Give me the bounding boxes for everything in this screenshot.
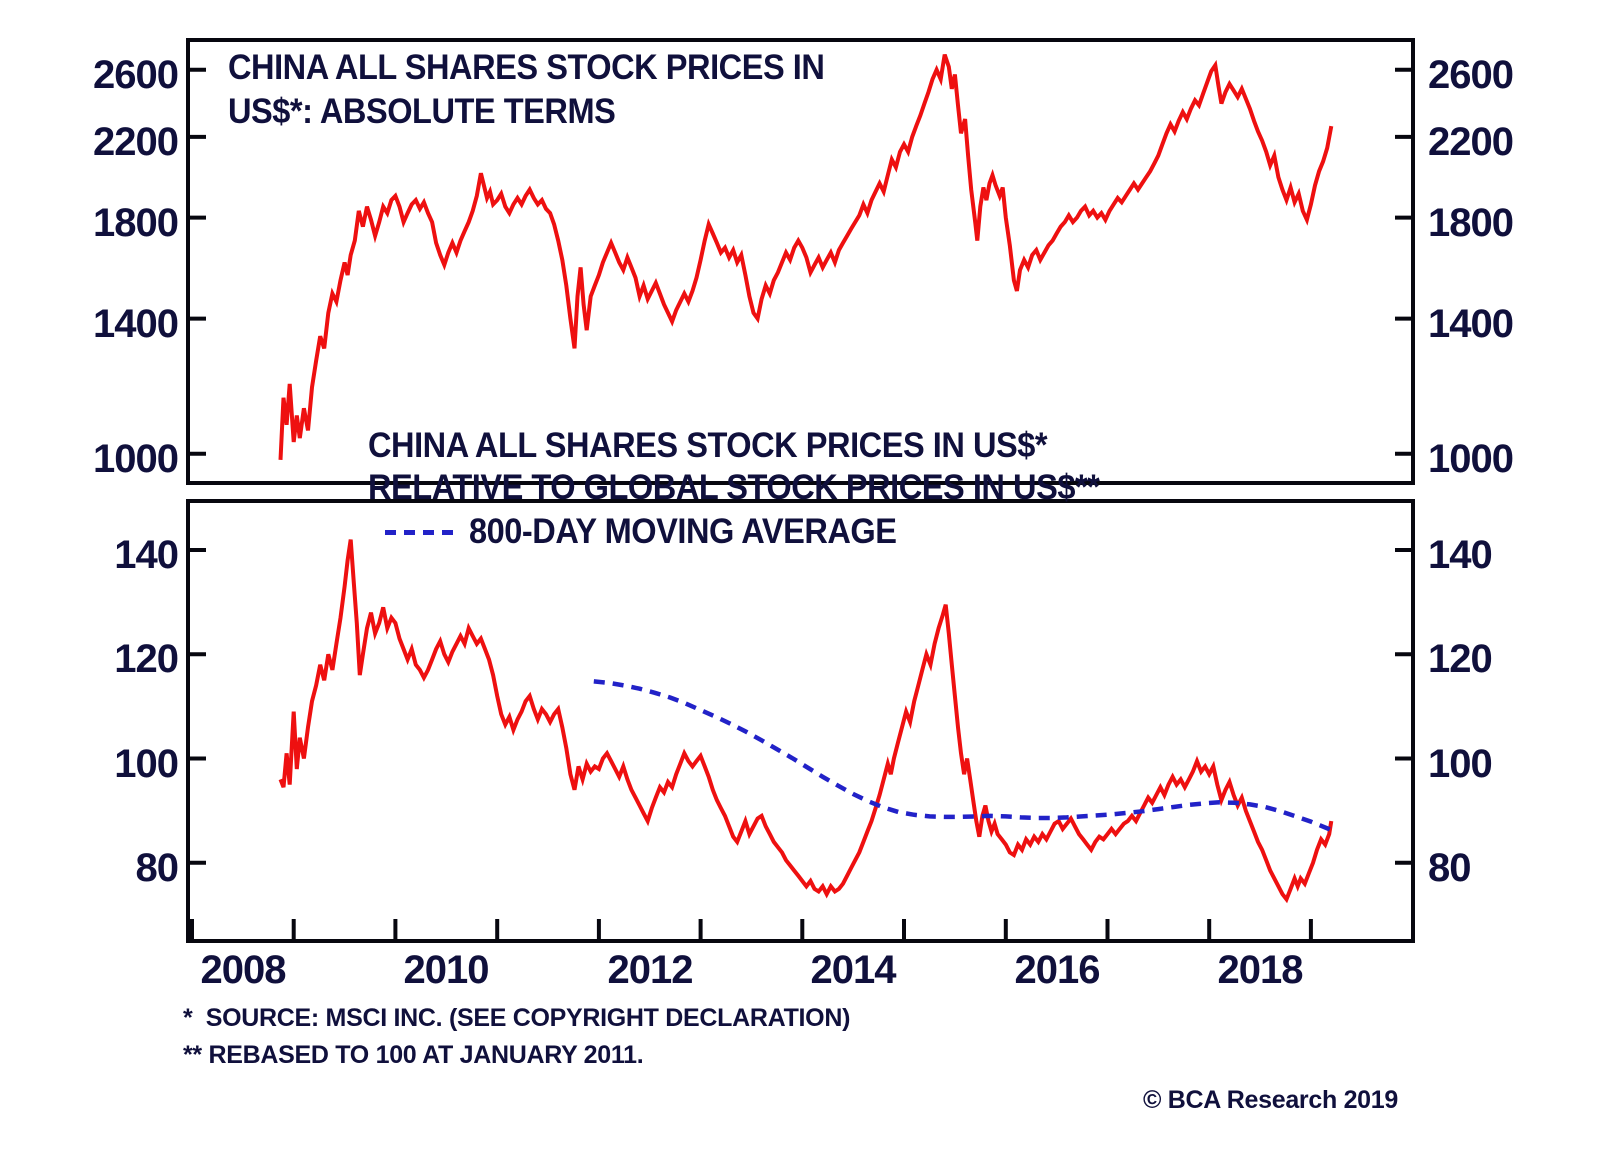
- series-china-relative-to-global: [278, 539, 1334, 904]
- bottom-panel-title-line2-text: RELATIVE TO GLOBAL STOCK PRICES IN US$**: [368, 468, 1100, 507]
- x-axis-year-label: 2014: [810, 948, 897, 992]
- series-800-day-moving-average: [593, 679, 1333, 833]
- top-panel-title-line2: US$*: ABSOLUTE TERMS: [228, 94, 645, 129]
- copyright-notice: © BCA Research 2019: [1143, 1086, 1398, 1114]
- y-axis-label-bottom-right: 80: [1428, 846, 1471, 890]
- y-axis-label-bottom-right: 140: [1428, 533, 1493, 577]
- bottom-panel-title-line1: CHINA ALL SHARES STOCK PRICES IN US$*: [368, 428, 1098, 463]
- y-axis-label-top-left: 1800: [93, 201, 179, 245]
- y-axis-label-bottom-left: 80: [135, 846, 180, 890]
- top-panel-title-line1: CHINA ALL SHARES STOCK PRICES IN: [228, 50, 869, 85]
- bottom-panel-title-line2: RELATIVE TO GLOBAL STOCK PRICES IN US$**: [368, 470, 1154, 505]
- top-panel-title-line1-text: CHINA ALL SHARES STOCK PRICES IN: [228, 48, 825, 87]
- x-axis-year-label: 2016: [1014, 948, 1101, 992]
- footnote-rebased: ** REBASED TO 100 AT JANUARY 2011.: [183, 1041, 644, 1069]
- y-axis-label-top-right: 1400: [1428, 302, 1514, 346]
- y-axis-label-bottom-right: 100: [1428, 742, 1493, 786]
- y-axis-label-bottom-right: 120: [1428, 637, 1493, 681]
- y-axis-label-top-left: 2200: [93, 120, 179, 164]
- y-axis-label-bottom-left: 140: [114, 533, 179, 577]
- top-panel-title-line2-text: US$*: ABSOLUTE TERMS: [228, 92, 616, 131]
- legend-label: 800-DAY MOVING AVERAGE: [469, 512, 897, 551]
- y-axis-label-top-right: 2200: [1428, 120, 1514, 164]
- y-axis-label-top-right: 1800: [1428, 201, 1514, 245]
- footnote-source: * SOURCE: MSCI INC. (SEE COPYRIGHT DECLA…: [183, 1004, 851, 1032]
- y-axis-label-top-right: 2600: [1428, 53, 1514, 97]
- y-axis-label-bottom-left: 100: [114, 742, 179, 786]
- x-axis-year-label: 2010: [403, 948, 490, 992]
- y-axis-label-top-left: 1400: [93, 302, 179, 346]
- series-china-all-shares-usd-absolute: [278, 53, 1334, 460]
- y-axis-label-bottom-left: 120: [114, 637, 179, 681]
- y-axis-label-top-left: 1000: [93, 437, 179, 481]
- moving-average-dash-swatch: [385, 529, 455, 535]
- x-axis-year-label: 2008: [200, 948, 287, 992]
- y-axis-label-top-right: 1000: [1428, 437, 1514, 481]
- x-axis-year-label: 2012: [607, 948, 694, 992]
- plot-frame-top: [186, 38, 1415, 485]
- legend: 800-DAY MOVING AVERAGE: [385, 512, 929, 552]
- bottom-panel-title-line1-text: CHINA ALL SHARES STOCK PRICES IN US$*: [368, 426, 1048, 465]
- x-axis-year-label: 2018: [1217, 948, 1304, 992]
- y-axis-label-top-left: 2600: [93, 53, 179, 97]
- plot-frame-bottom: [186, 499, 1415, 943]
